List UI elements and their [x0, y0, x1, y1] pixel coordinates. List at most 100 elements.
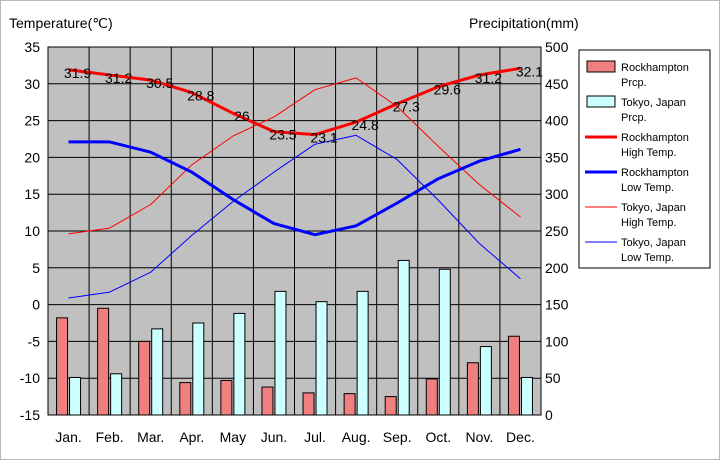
data-labels: 31.9 31.2 30.5 28.8 26 23.5 23.1 24.8 27.3 29.6 31… [64, 63, 543, 145]
temperature-lines [68, 66, 521, 299]
legend-label: Tokyo, Japan [621, 202, 686, 214]
right-tick-label: 150 [545, 297, 569, 313]
precipitation-bar [192, 322, 205, 416]
right-tick-label: 350 [545, 149, 569, 165]
precipitation-bar [220, 379, 233, 416]
precipitation-bar [138, 340, 151, 416]
precipitation-bar [315, 301, 328, 416]
precipitation-bar [274, 290, 287, 416]
left-tick-label: 30 [24, 76, 40, 92]
legend-label: Tokyo, Japan [621, 97, 686, 109]
x-tick-label: Mar. [137, 429, 164, 445]
right-tick-label: 50 [545, 370, 561, 386]
precipitation-bar [466, 362, 479, 416]
left-axis-title: Temperature(℃) [9, 15, 113, 31]
right-tick-label: 400 [545, 113, 569, 129]
legend-label: High Temp. [621, 147, 676, 159]
x-tick-label: Nov. [466, 429, 494, 445]
left-tick-label: 15 [24, 186, 40, 202]
data-label: 32.1 [516, 63, 543, 79]
data-label: 31.2 [105, 70, 132, 86]
data-label: 28.8 [187, 88, 214, 104]
data-label: 31.9 [64, 65, 91, 81]
precipitation-bar [97, 307, 110, 416]
right-tick-label: 200 [545, 260, 569, 276]
left-tick-label: 0 [32, 297, 40, 313]
legend-label: Tokyo, Japan [621, 237, 686, 249]
precipitation-bar [520, 376, 533, 416]
right-axis-title: Precipitation(mm) [469, 15, 579, 31]
precipitation-bar [110, 373, 123, 416]
x-axis-ticks: Jan. Feb. Mar. Apr. May Jun. Jul. Aug. Sep. Oct. N… [55, 429, 535, 445]
legend-label: Rockhampton [621, 62, 689, 74]
precipitation-bar [69, 376, 82, 416]
data-label: 23.1 [310, 130, 337, 146]
temperature-line [68, 77, 521, 235]
legend-label: Low Temp. [621, 252, 674, 264]
x-tick-label: Jul. [304, 429, 326, 445]
legend-label: Rockhampton [621, 167, 689, 179]
x-tick-label: Aug. [342, 429, 371, 445]
x-tick-label: Oct. [425, 429, 451, 445]
x-tick-label: Dec. [506, 429, 535, 445]
precipitation-bar [179, 382, 192, 416]
precipitation-bar [261, 386, 274, 416]
data-label: 31.2 [475, 70, 502, 86]
precipitation-bar [56, 317, 69, 416]
legend-label: High Temp. [621, 217, 676, 229]
data-label: 27.3 [393, 99, 420, 115]
legend-label: Rockhampton [621, 132, 689, 144]
data-label: 23.5 [269, 127, 296, 143]
left-tick-label: 20 [24, 149, 40, 165]
x-tick-label: May [220, 429, 246, 445]
left-tick-label: -5 [28, 333, 41, 349]
precipitation-bar [438, 268, 451, 416]
data-label: 29.6 [434, 82, 461, 98]
legend-swatch [586, 95, 616, 108]
precipitation-bar [151, 328, 164, 416]
x-tick-label: Apr. [179, 429, 204, 445]
temperature-line [68, 66, 521, 137]
precipitation-bar [356, 290, 369, 416]
x-tick-label: Feb. [96, 429, 124, 445]
temperature-line [68, 134, 521, 299]
data-label: 24.8 [352, 117, 379, 133]
left-tick-label: 5 [32, 260, 40, 276]
precipitation-bar [479, 346, 492, 416]
precipitation-bar [343, 393, 356, 416]
precipitation-bar [425, 378, 438, 416]
x-tick-label: Jun. [261, 429, 287, 445]
left-tick-label: 25 [24, 113, 40, 129]
precipitation-bar [302, 392, 315, 416]
right-tick-label: 0 [545, 407, 553, 423]
legend-box [578, 49, 711, 269]
left-axis-ticks: 35 30 25 20 15 10 5 0 -5 -10 -15 [20, 39, 40, 423]
precipitation-bar [233, 312, 246, 416]
left-tick-label: -15 [20, 407, 40, 423]
x-tick-label: Sep. [383, 429, 412, 445]
legend-label: Prcp. [621, 77, 647, 89]
right-tick-label: 250 [545, 223, 569, 239]
left-tick-label: -10 [20, 370, 40, 386]
right-tick-label: 300 [545, 186, 569, 202]
precipitation-bars [56, 259, 533, 416]
right-tick-label: 450 [545, 76, 569, 92]
legend-label: Low Temp. [621, 182, 674, 194]
legend-label: Prcp. [621, 112, 647, 124]
right-tick-label: 100 [545, 333, 569, 349]
data-label: 26 [234, 108, 250, 124]
data-label: 30.5 [146, 75, 173, 91]
left-tick-label: 10 [24, 223, 40, 239]
right-tick-label: 500 [545, 39, 569, 55]
temperature-line [68, 140, 521, 237]
x-tick-label: Jan. [55, 429, 81, 445]
precipitation-bar [507, 335, 520, 416]
legend-swatch [586, 60, 616, 73]
left-tick-label: 35 [24, 39, 40, 55]
precipitation-bar [397, 259, 410, 416]
precipitation-bar [384, 396, 397, 416]
legend: Rockhampton Prcp. Tokyo, Japan Prcp. Rockham… [585, 60, 689, 264]
